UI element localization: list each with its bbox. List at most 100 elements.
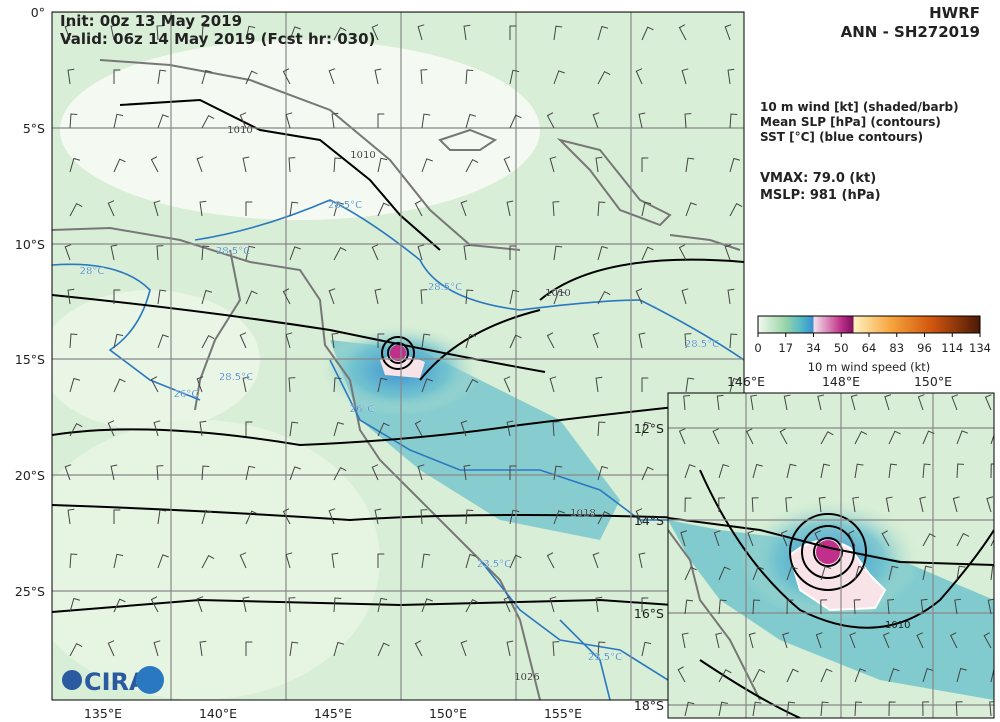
wind-barb bbox=[595, 596, 603, 613]
wind-barb bbox=[887, 599, 895, 615]
wind-barb bbox=[786, 599, 794, 615]
wind-barb bbox=[156, 25, 164, 41]
wind-barb bbox=[783, 394, 791, 411]
inset-lon-label: 148°E bbox=[822, 374, 860, 389]
wind-barb bbox=[780, 530, 788, 547]
wind-barb bbox=[750, 394, 758, 411]
wind-barb bbox=[289, 466, 301, 481]
vmax: VMAX: 79.0 (kt) bbox=[760, 171, 876, 186]
wind-barb bbox=[882, 632, 890, 649]
wind-barb bbox=[113, 289, 121, 304]
wind-barb bbox=[199, 420, 207, 437]
wind-barb bbox=[69, 202, 83, 217]
colorbar-tick-label: 96 bbox=[917, 341, 932, 355]
wind-barb bbox=[465, 378, 479, 393]
wind-barb bbox=[888, 668, 900, 683]
wind-barb bbox=[853, 599, 861, 615]
wind-barb bbox=[199, 640, 207, 657]
wind-barb bbox=[718, 701, 728, 717]
wind-barb bbox=[328, 288, 336, 305]
wind-barb bbox=[374, 508, 382, 525]
wind-barb bbox=[752, 566, 765, 581]
wind-barb bbox=[549, 596, 557, 613]
wind-barb bbox=[420, 509, 428, 525]
wind-barb bbox=[509, 509, 520, 525]
colorbar-tick-label: 34 bbox=[806, 341, 821, 355]
wind-barb bbox=[107, 420, 115, 437]
wind-barb bbox=[680, 530, 688, 547]
wind-barb bbox=[820, 565, 832, 581]
wind-barb bbox=[641, 466, 654, 481]
wind-barb bbox=[377, 377, 388, 393]
contour-label: 28.5°C bbox=[216, 246, 250, 257]
lat-label: 10°S bbox=[15, 237, 45, 252]
wind-barb bbox=[242, 596, 250, 613]
wind-barb bbox=[157, 334, 169, 349]
wind-barb bbox=[377, 202, 390, 217]
wind-barb bbox=[597, 641, 606, 657]
wind-barb bbox=[854, 565, 865, 581]
wind-barb bbox=[922, 701, 930, 717]
model-name: HWRF bbox=[929, 4, 980, 22]
wind-barb bbox=[460, 200, 468, 217]
wind-barb bbox=[371, 244, 379, 261]
wind-barb bbox=[333, 26, 347, 41]
wind-barb bbox=[729, 157, 741, 173]
wind-barb bbox=[157, 114, 169, 129]
wind-barb bbox=[681, 288, 689, 305]
wind-barb bbox=[328, 508, 336, 525]
wind-barb bbox=[990, 538, 994, 547]
wind-barb bbox=[245, 421, 253, 436]
lon-label: 135°E bbox=[84, 706, 122, 721]
wind-barb bbox=[888, 463, 898, 479]
inset-lat-label: 18°S bbox=[634, 698, 664, 713]
wind-barb bbox=[786, 566, 798, 581]
wind-barb bbox=[113, 598, 126, 613]
wind-barb bbox=[150, 376, 159, 393]
wind-barb bbox=[69, 157, 81, 173]
wind-barb bbox=[417, 24, 425, 41]
wind-barb bbox=[990, 463, 994, 479]
wind-barb bbox=[681, 632, 689, 649]
wind-barb bbox=[506, 420, 514, 437]
wind-barb bbox=[718, 463, 730, 479]
wind-barb bbox=[718, 497, 726, 513]
wind-barb bbox=[420, 69, 428, 85]
wind-barb bbox=[414, 420, 423, 437]
inset-lon-label: 150°E bbox=[914, 374, 952, 389]
wind-barb bbox=[685, 202, 697, 217]
wind-barb bbox=[597, 465, 609, 481]
wind-barb bbox=[509, 334, 522, 349]
wind-barb bbox=[64, 464, 72, 481]
wind-barb bbox=[920, 598, 928, 615]
wind-barb bbox=[245, 641, 253, 656]
wind-barb bbox=[421, 598, 433, 613]
logo: CIRA bbox=[62, 666, 164, 696]
wind-barb bbox=[553, 510, 565, 525]
wind-barb bbox=[67, 508, 75, 525]
wind-barb bbox=[69, 642, 83, 657]
wind-barb bbox=[751, 497, 759, 513]
wind-barb bbox=[245, 290, 258, 305]
wind-barb bbox=[201, 289, 213, 305]
wind-barb bbox=[417, 244, 425, 261]
wind-barb bbox=[196, 596, 204, 613]
wind-barb bbox=[377, 597, 388, 613]
wind-barb bbox=[282, 508, 291, 525]
wind-barb bbox=[681, 68, 689, 85]
wind-barb bbox=[460, 420, 468, 437]
wind-barb bbox=[546, 552, 555, 569]
wind-barb bbox=[782, 632, 790, 649]
wind-barb bbox=[752, 701, 762, 717]
wind-barb bbox=[110, 464, 118, 481]
wind-barb bbox=[328, 68, 336, 85]
wind-barb bbox=[954, 598, 962, 615]
wind-barb bbox=[282, 68, 291, 85]
wind-barb bbox=[716, 394, 724, 411]
wind-barb bbox=[786, 701, 796, 717]
wind-barb bbox=[421, 333, 431, 349]
inset-lon-label: 146°E bbox=[727, 374, 765, 389]
contour-label: 23.5°C bbox=[588, 652, 622, 663]
wind-barb bbox=[779, 428, 788, 445]
